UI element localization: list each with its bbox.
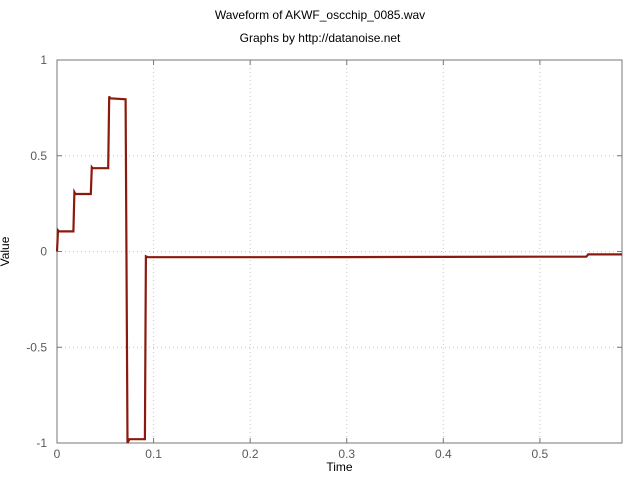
y-tick-label: -0.5 <box>26 340 47 354</box>
y-tick-label: 0.5 <box>30 149 47 163</box>
chart-title: Waveform of AKWF_oscchip_0085.wav <box>214 8 426 22</box>
x-tick-label: 0.5 <box>532 447 549 461</box>
y-axis-label: Value <box>0 236 12 266</box>
y-tick-label: -1 <box>36 436 47 450</box>
chart-subtitle: Graphs by http://datanoise.net <box>239 31 401 45</box>
x-tick-label: 0 <box>54 447 61 461</box>
x-axis-label: Time <box>326 460 353 474</box>
y-tick-label: 0 <box>40 245 47 259</box>
y-tick-labels: 1 0.5 0 -0.5 -1 <box>26 53 47 450</box>
x-tick-label: 0.1 <box>145 447 162 461</box>
x-tick-labels: 0 0.1 0.2 0.3 0.4 0.5 <box>54 447 549 461</box>
axis-ticks <box>56 59 622 444</box>
x-tick-label: 0.4 <box>435 447 452 461</box>
waveform-line <box>55 95 622 444</box>
grid-lines <box>56 59 622 444</box>
x-tick-label: 0.2 <box>242 447 259 461</box>
x-tick-label: 0.3 <box>338 447 355 461</box>
y-tick-label: 1 <box>40 53 47 67</box>
